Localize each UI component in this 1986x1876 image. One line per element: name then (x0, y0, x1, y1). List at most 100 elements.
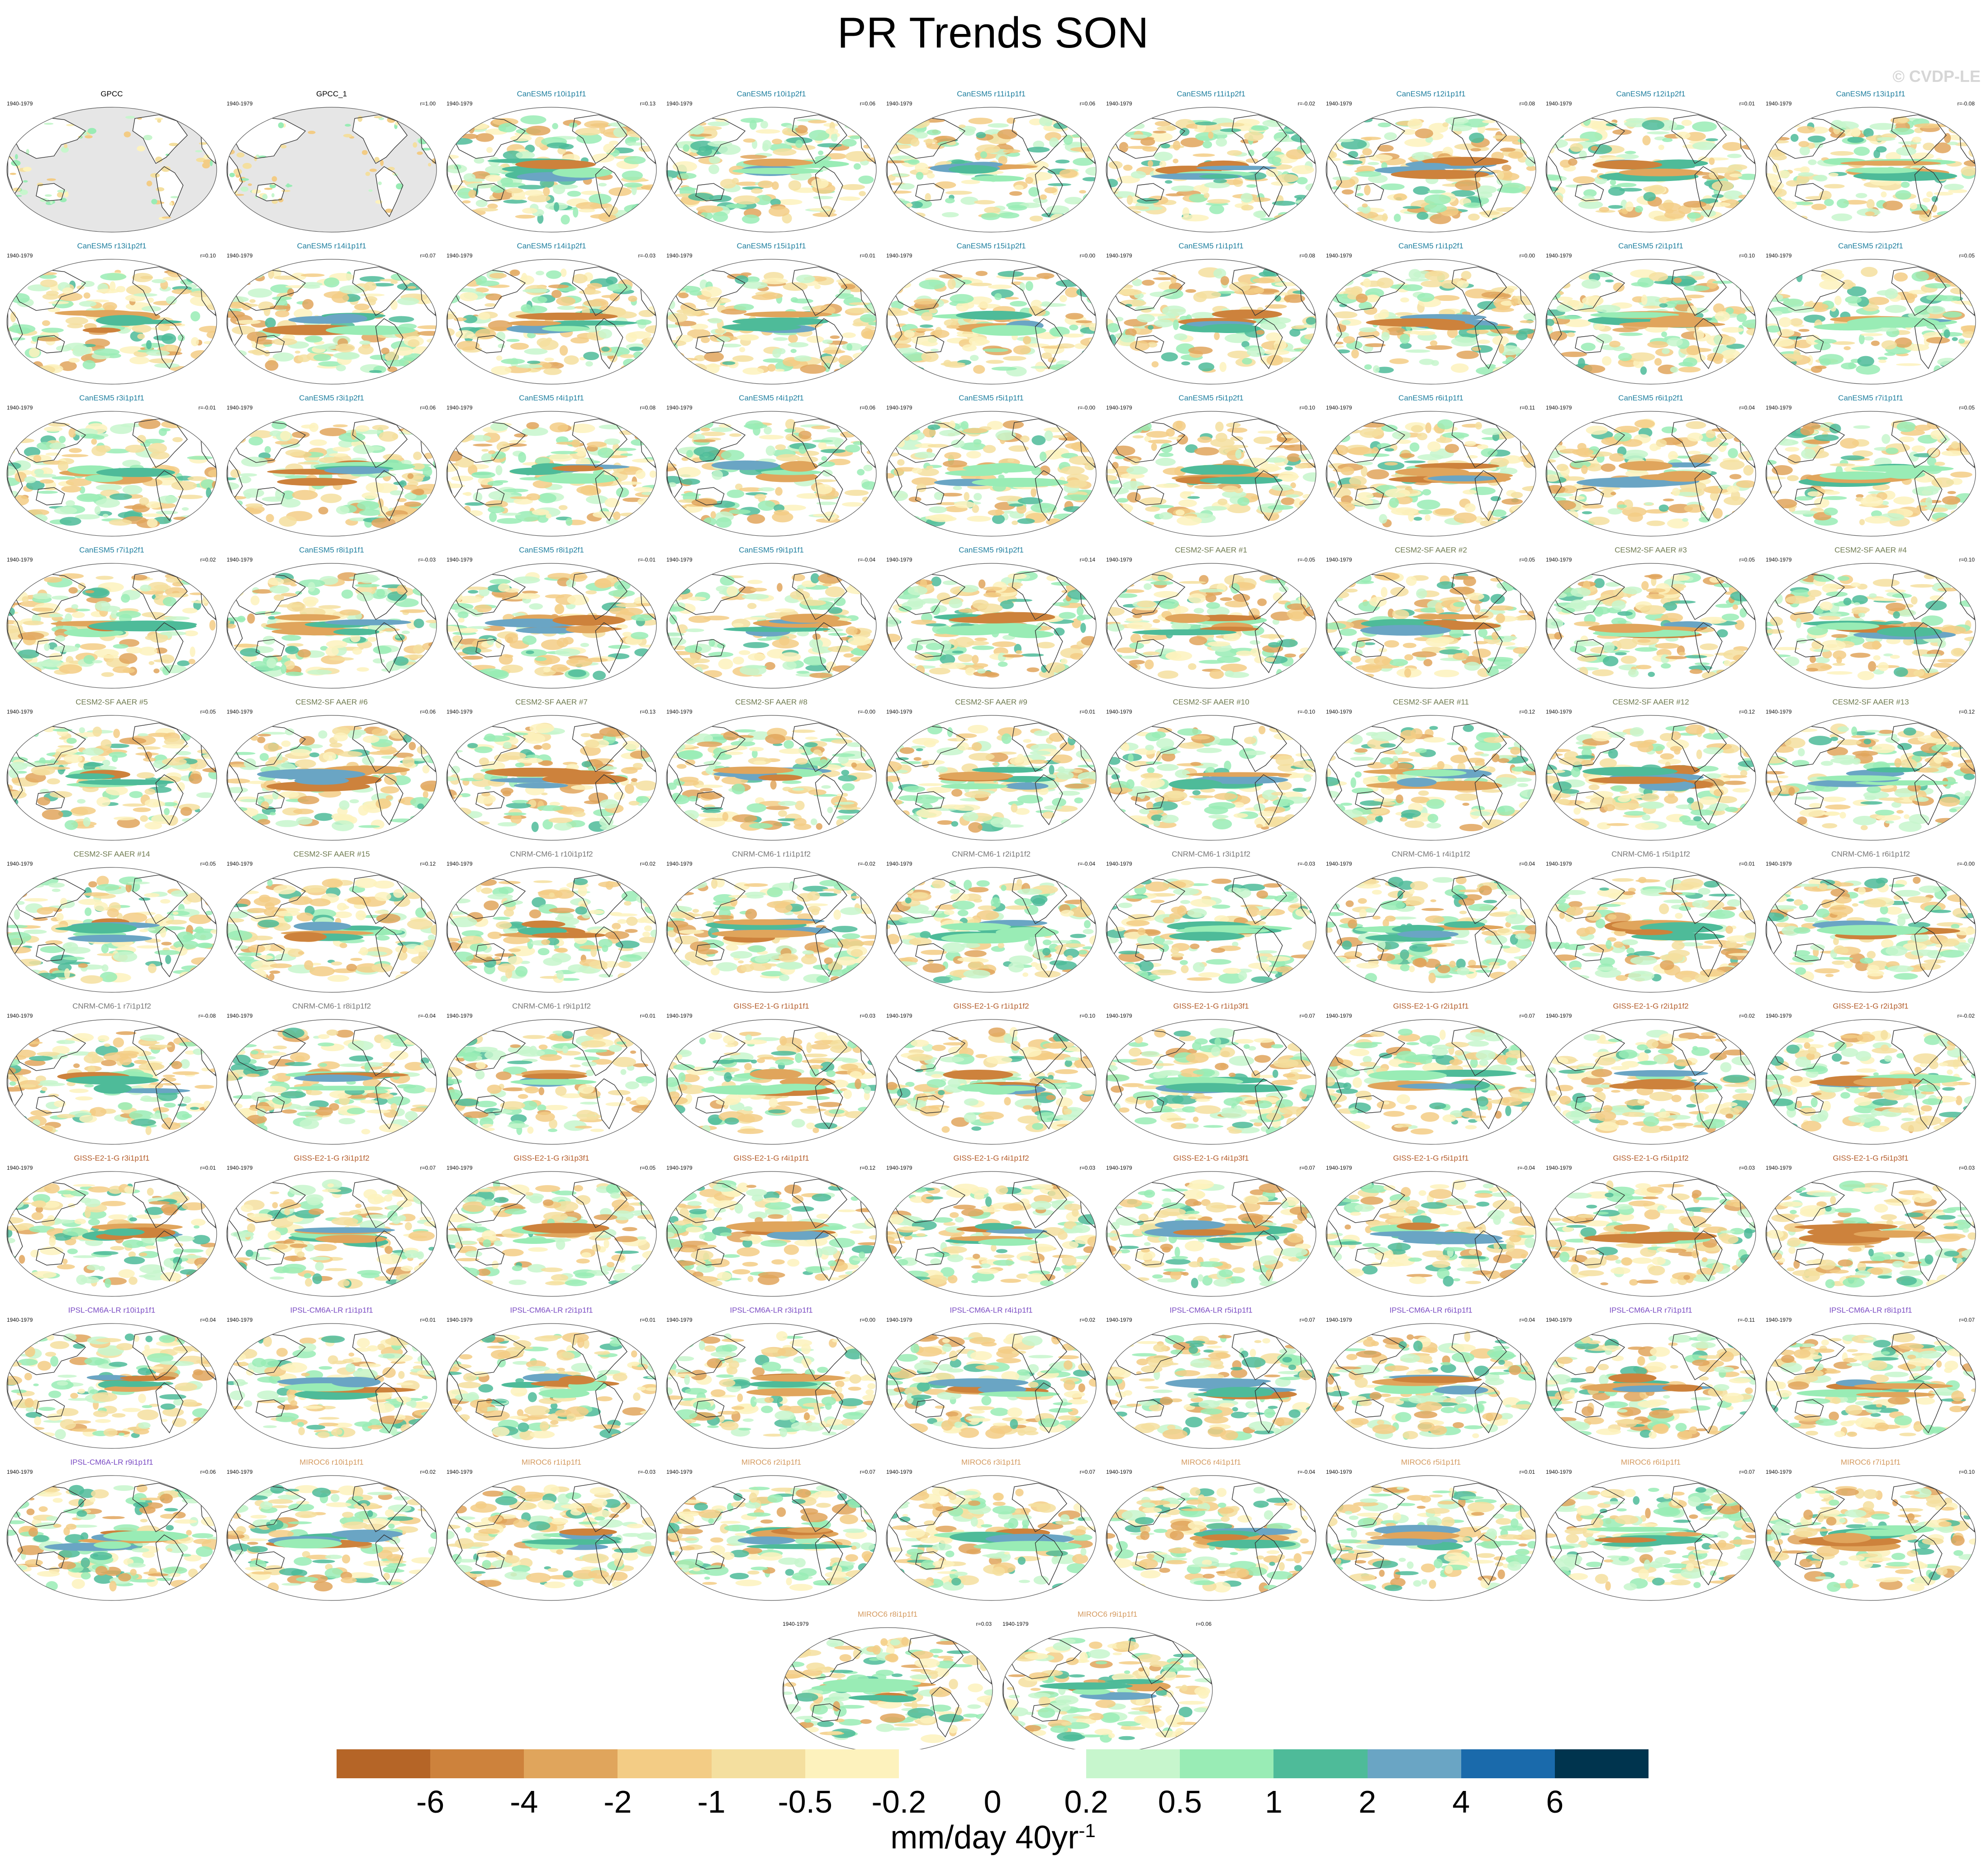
panel-pattern-correlation: r=-0.00 (1957, 861, 1975, 867)
coastline (11, 268, 86, 311)
coastline (695, 639, 725, 657)
coastline (352, 266, 408, 316)
coastline (227, 1369, 243, 1412)
coastline (1795, 791, 1824, 809)
map-panel: GISS-E2-1-G r4i1p3f1 1940-1979 r=0.07 (1102, 1153, 1320, 1300)
panel-pattern-correlation: r=-0.04 (1078, 861, 1095, 867)
panel-years: 1940-1979 (1546, 1317, 1572, 1323)
panel-pattern-correlation: r=0.12 (860, 1165, 875, 1171)
panel-title: GISS-E2-1-G r3i1p1f1 (74, 1154, 150, 1162)
coastline (1355, 183, 1384, 201)
panel-pattern-correlation: r=-0.11 (1738, 1317, 1755, 1323)
panel-pattern-correlation: r=0.10 (1739, 252, 1755, 259)
coastline (352, 1330, 408, 1381)
panel-title: CanESM5 r15i1p1f1 (736, 242, 806, 250)
panel-years: 1940-1979 (1766, 1013, 1792, 1019)
coastline (1694, 318, 1723, 369)
coastline (1546, 761, 1562, 804)
coastline (155, 470, 184, 521)
coastline (451, 420, 526, 463)
map-panel: CESM2-SF AAER #12 1940-1979 r=0.12 (1542, 697, 1759, 844)
map-panel: GISS-E2-1-G r5i1p1f2 1940-1979 r=0.03 (1542, 1153, 1759, 1300)
panel-years: 1940-1979 (886, 557, 912, 563)
coastline (792, 1330, 847, 1381)
colorbar-swatch (524, 1749, 618, 1778)
panel-pattern-correlation: r=-0.02 (858, 861, 875, 867)
panel-title: GISS-E2-1-G r4i1p3f1 (1173, 1154, 1249, 1162)
map-panel: CanESM5 r13i1p1f1 1940-1979 r=-0.08 (1762, 89, 1979, 236)
coastline (1914, 318, 1943, 369)
coastline (1231, 266, 1287, 316)
map-plot (666, 715, 877, 841)
colorbar-swatch (805, 1749, 899, 1778)
panel-title: CanESM5 r2i1p2f1 (1838, 242, 1903, 250)
map-panel: CanESM5 r4i1p1f1 1940-1979 r=0.08 (443, 393, 660, 540)
coastline (1766, 761, 1782, 804)
coastline (1671, 1330, 1727, 1381)
colorbar-tick-label: 1 (1264, 1784, 1283, 1819)
map-plot (446, 563, 657, 689)
panel-pattern-correlation: r=0.01 (420, 1317, 436, 1323)
coastline (375, 622, 404, 673)
panel-pattern-correlation: r=-0.08 (198, 1013, 216, 1019)
coastline (352, 114, 408, 164)
map-plot (226, 1171, 437, 1297)
panel-years: 1940-1979 (447, 1165, 473, 1171)
coastline (1671, 114, 1727, 164)
coastline (352, 1178, 408, 1228)
coastline (36, 1551, 65, 1570)
coastline (1330, 116, 1406, 159)
colorbar-swatch (430, 1749, 524, 1778)
coastline (667, 609, 683, 652)
coastline (1111, 1028, 1186, 1071)
panel-years: 1940-1979 (227, 252, 253, 259)
coastline (1326, 1369, 1342, 1412)
coastline (1914, 470, 1943, 521)
coastline (671, 1180, 746, 1223)
panel-title: CNRM-CM6-1 r10i1p1f2 (510, 850, 593, 858)
coastline (1550, 1028, 1625, 1071)
map-plot (1106, 411, 1316, 537)
coastline (695, 335, 725, 353)
panel-title: CanESM5 r5i1p2f1 (1178, 394, 1244, 402)
coastline (1766, 305, 1782, 348)
coastline (1326, 305, 1342, 348)
panel-years: 1940-1979 (1106, 405, 1132, 411)
map-plot (886, 1171, 1097, 1297)
coastline (375, 926, 404, 977)
coastline (887, 913, 903, 956)
coastline (595, 622, 623, 673)
panel-years: 1940-1979 (1766, 100, 1792, 107)
coastline (132, 266, 188, 316)
coastline (36, 943, 65, 962)
panel-title: CanESM5 r15i1p2f1 (956, 242, 1026, 250)
coastline (595, 926, 623, 977)
coastline (1111, 116, 1186, 159)
coastline (1128, 1634, 1183, 1685)
panel-years: 1940-1979 (227, 1317, 253, 1323)
coastline (891, 116, 966, 159)
coastline (1546, 1521, 1562, 1564)
coastline (7, 761, 23, 804)
panel-pattern-correlation: r=0.03 (976, 1621, 992, 1627)
map-plot (1765, 1475, 1976, 1601)
coastline (671, 572, 746, 615)
panel-pattern-correlation: r=0.06 (860, 100, 875, 107)
coastline (1891, 114, 1947, 164)
panel-title: CESM2-SF AAER #3 (1615, 546, 1687, 554)
panel-years: 1940-1979 (1326, 557, 1352, 563)
map-plot (226, 715, 437, 841)
coastline (1135, 183, 1164, 201)
map-plot (1765, 867, 1976, 993)
coastline (887, 1065, 903, 1108)
map-plot (226, 259, 437, 385)
coastline (1451, 570, 1507, 620)
coastline (1546, 609, 1562, 652)
coastline (1795, 1247, 1824, 1266)
panel-years: 1940-1979 (1546, 861, 1572, 867)
coastline (1012, 418, 1067, 468)
coastline (887, 153, 903, 195)
colorbar-swatch (618, 1749, 712, 1778)
coastline (667, 1369, 683, 1412)
map-plot (1106, 563, 1316, 689)
